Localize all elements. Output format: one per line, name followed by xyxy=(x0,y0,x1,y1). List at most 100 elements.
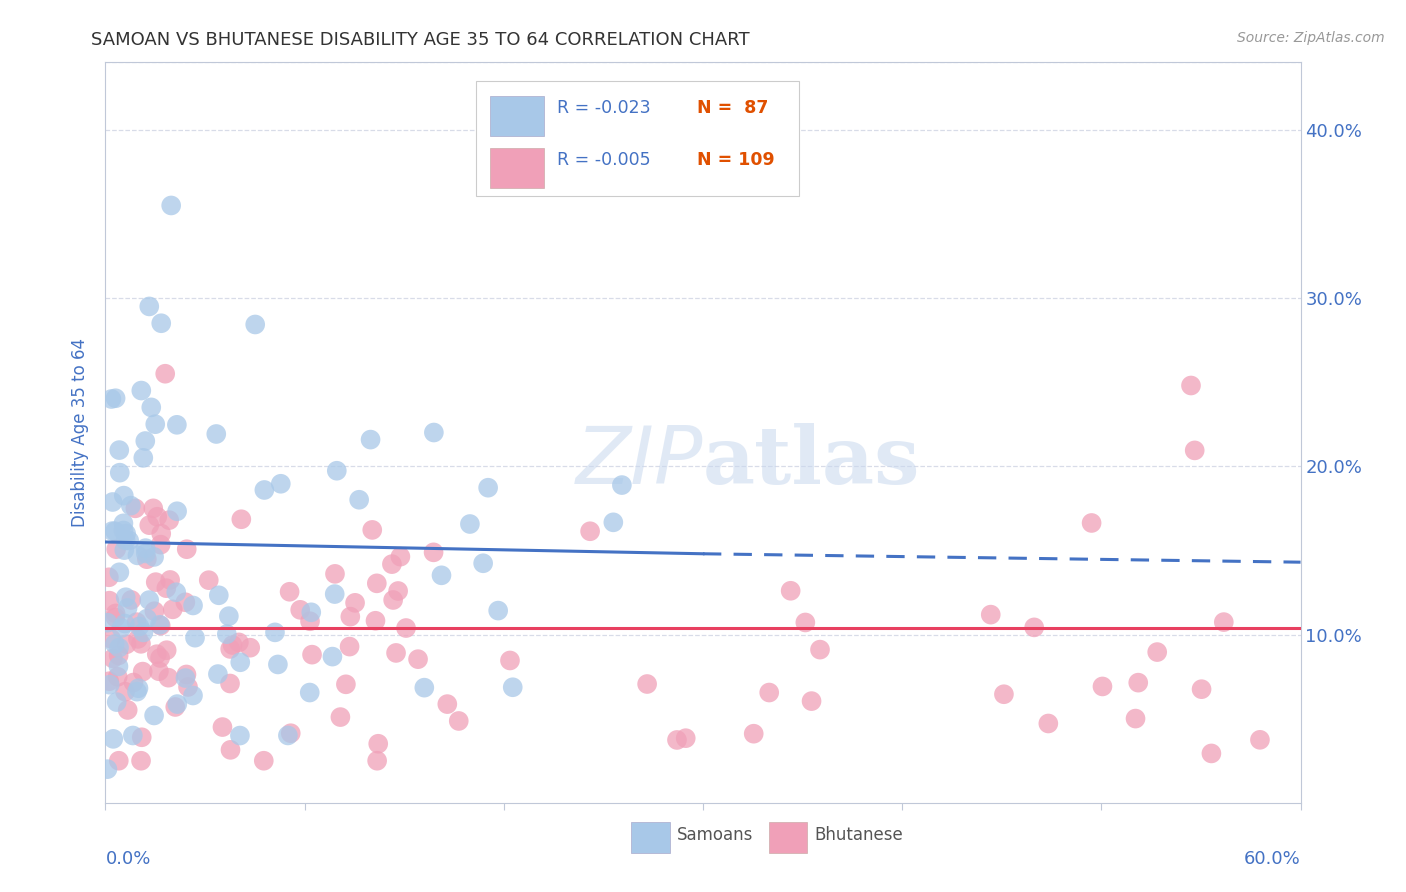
Point xyxy=(430,568,453,582)
Point xyxy=(1201,747,1223,761)
Point xyxy=(366,754,388,768)
Point xyxy=(134,434,156,448)
Point xyxy=(127,681,149,696)
Point xyxy=(104,637,127,651)
Point xyxy=(1249,732,1271,747)
Text: Bhutanese: Bhutanese xyxy=(814,826,903,844)
Point xyxy=(122,729,145,743)
Point xyxy=(366,576,388,591)
Point xyxy=(267,657,290,672)
Point xyxy=(142,501,165,516)
Point xyxy=(636,677,658,691)
Point xyxy=(280,726,302,740)
Point xyxy=(165,700,187,714)
Point xyxy=(131,731,153,745)
Point xyxy=(1091,680,1114,694)
Point xyxy=(157,671,180,685)
Point xyxy=(149,651,172,665)
Point xyxy=(117,601,139,615)
Point xyxy=(387,584,409,599)
Point xyxy=(794,615,817,630)
Point xyxy=(153,367,177,381)
Point xyxy=(143,549,166,564)
Point xyxy=(458,516,481,531)
Point xyxy=(181,599,204,613)
Point xyxy=(610,478,633,492)
Point xyxy=(129,637,152,651)
Point xyxy=(361,523,384,537)
Point xyxy=(104,524,127,539)
Point xyxy=(148,665,170,679)
Point xyxy=(112,516,135,531)
Text: R = -0.023: R = -0.023 xyxy=(557,99,651,118)
Point xyxy=(389,549,412,564)
Text: N = 109: N = 109 xyxy=(697,152,775,169)
Point xyxy=(114,533,136,548)
Point xyxy=(127,549,149,563)
Point xyxy=(779,583,801,598)
Text: SAMOAN VS BHUTANESE DISABILITY AGE 35 TO 64 CORRELATION CHART: SAMOAN VS BHUTANESE DISABILITY AGE 35 TO… xyxy=(91,31,749,49)
Point xyxy=(166,504,188,518)
Point xyxy=(135,546,157,560)
Point xyxy=(166,417,188,432)
Point xyxy=(112,543,135,558)
Point xyxy=(228,635,250,649)
Point xyxy=(141,401,163,415)
Point xyxy=(229,729,252,743)
Point xyxy=(219,642,242,657)
Point xyxy=(219,743,242,757)
Point xyxy=(422,545,444,559)
Point xyxy=(110,621,132,635)
Point xyxy=(1146,645,1168,659)
Point xyxy=(382,593,405,607)
Point xyxy=(323,587,346,601)
Point xyxy=(125,684,148,698)
Point xyxy=(253,754,276,768)
Point xyxy=(176,542,198,557)
Text: R = -0.005: R = -0.005 xyxy=(557,152,651,169)
Point xyxy=(299,614,322,628)
Point xyxy=(1080,516,1102,530)
Point xyxy=(270,476,292,491)
Point xyxy=(107,754,129,768)
Point xyxy=(115,637,138,651)
Point xyxy=(146,647,169,661)
Point xyxy=(174,671,197,685)
Point xyxy=(165,585,187,599)
Point xyxy=(101,495,124,509)
Point xyxy=(115,526,138,541)
Point xyxy=(107,648,129,663)
Point xyxy=(131,665,153,679)
Point xyxy=(159,573,181,587)
Point xyxy=(477,481,499,495)
Point xyxy=(208,588,231,602)
Point xyxy=(128,619,150,633)
Point xyxy=(335,677,357,691)
Point xyxy=(177,680,200,694)
Point xyxy=(129,754,152,768)
Point xyxy=(150,526,173,541)
Point xyxy=(108,640,131,655)
Point xyxy=(339,640,361,654)
Point xyxy=(1184,443,1206,458)
Point xyxy=(579,524,602,539)
Point xyxy=(156,643,179,657)
Point xyxy=(112,524,135,538)
Point xyxy=(97,570,120,584)
Text: N =  87: N = 87 xyxy=(697,99,769,118)
Point xyxy=(502,680,524,694)
Point xyxy=(138,593,160,607)
Point xyxy=(132,625,155,640)
Point xyxy=(149,538,172,552)
FancyBboxPatch shape xyxy=(631,822,669,853)
Point xyxy=(108,443,131,458)
Point xyxy=(381,557,404,571)
Point xyxy=(219,676,242,690)
Point xyxy=(360,433,382,447)
Point xyxy=(758,685,780,699)
Point xyxy=(120,593,142,607)
Text: 60.0%: 60.0% xyxy=(1244,850,1301,868)
Point xyxy=(149,617,172,632)
FancyBboxPatch shape xyxy=(475,81,799,195)
Point xyxy=(364,614,387,628)
